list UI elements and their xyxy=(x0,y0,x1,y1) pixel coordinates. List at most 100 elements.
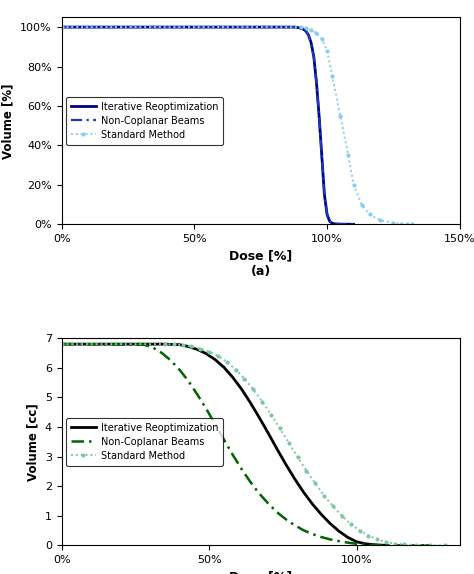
Iterative Reoptimization xyxy=(194,346,200,353)
Line: Iterative Reoptimization: Iterative Reoptimization xyxy=(62,344,386,545)
Standard Method xyxy=(59,24,64,30)
Non-Coplanar Beams xyxy=(345,539,351,546)
Iterative Reoptimization xyxy=(292,475,298,482)
Standard Method xyxy=(351,181,356,188)
Standard Method xyxy=(59,341,64,348)
Iterative Reoptimization xyxy=(372,541,377,548)
Iterative Reoptimization xyxy=(303,28,309,34)
Legend: Iterative Reoptimization, Non-Coplanar Beams, Standard Method: Iterative Reoptimization, Non-Coplanar B… xyxy=(66,97,223,145)
Iterative Reoptimization xyxy=(292,24,298,30)
Non-Coplanar Beams xyxy=(59,24,64,30)
Iterative Reoptimization xyxy=(337,220,343,227)
Line: Standard Method: Standard Method xyxy=(60,26,413,226)
Iterative Reoptimization xyxy=(162,341,168,348)
Iterative Reoptimization xyxy=(329,220,335,227)
Non-Coplanar Beams xyxy=(221,436,227,443)
Non-Coplanar Beams xyxy=(212,421,218,428)
X-axis label: Dose [%]
(b): Dose [%] (b) xyxy=(229,571,292,574)
Non-Coplanar Beams xyxy=(283,516,289,523)
Standard Method xyxy=(365,532,371,539)
Standard Method xyxy=(319,36,325,42)
Iterative Reoptimization xyxy=(363,540,368,547)
Standard Method xyxy=(312,480,318,487)
Iterative Reoptimization xyxy=(221,364,227,371)
Non-Coplanar Beams xyxy=(319,534,324,541)
Non-Coplanar Beams xyxy=(398,542,404,549)
Iterative Reoptimization xyxy=(383,542,389,549)
Standard Method xyxy=(286,439,292,446)
Non-Coplanar Beams xyxy=(319,152,325,159)
Iterative Reoptimization xyxy=(336,528,342,534)
Standard Method xyxy=(197,345,203,352)
Non-Coplanar Beams xyxy=(265,500,271,507)
Standard Method xyxy=(298,24,303,30)
Non-Coplanar Beams xyxy=(306,32,311,38)
Non-Coplanar Beams xyxy=(203,405,209,412)
Non-Coplanar Beams xyxy=(327,218,333,225)
Non-Coplanar Beams xyxy=(239,466,245,472)
Standard Method xyxy=(171,341,176,348)
Iterative Reoptimization xyxy=(177,342,182,348)
Non-Coplanar Beams xyxy=(363,541,368,548)
Iterative Reoptimization xyxy=(377,542,383,549)
Y-axis label: Volume [cc]: Volume [cc] xyxy=(26,403,39,480)
Standard Method xyxy=(367,211,373,218)
Non-Coplanar Beams xyxy=(303,28,309,34)
Standard Method xyxy=(314,29,319,36)
Iterative Reoptimization xyxy=(345,534,351,541)
Standard Method xyxy=(399,220,404,227)
Standard Method xyxy=(409,221,415,228)
Iterative Reoptimization xyxy=(274,445,280,452)
Iterative Reoptimization xyxy=(316,113,322,119)
Non-Coplanar Beams xyxy=(59,341,64,348)
Standard Method xyxy=(162,341,168,348)
Iterative Reoptimization xyxy=(230,374,236,381)
Iterative Reoptimization xyxy=(59,24,64,30)
Line: Iterative Reoptimization: Iterative Reoptimization xyxy=(62,27,354,224)
Line: Non-Coplanar Beams: Non-Coplanar Beams xyxy=(62,27,354,224)
Iterative Reoptimization xyxy=(314,79,319,86)
Non-Coplanar Beams xyxy=(301,527,306,534)
Line: Non-Coplanar Beams: Non-Coplanar Beams xyxy=(62,344,430,545)
Standard Method xyxy=(233,366,238,373)
Non-Coplanar Beams xyxy=(310,530,315,537)
Iterative Reoptimization xyxy=(256,414,262,421)
Standard Method xyxy=(413,541,419,548)
Non-Coplanar Beams xyxy=(292,24,298,30)
Standard Method xyxy=(329,73,335,80)
Non-Coplanar Beams xyxy=(298,25,303,32)
Non-Coplanar Beams xyxy=(413,542,419,549)
Standard Method xyxy=(401,541,407,548)
Iterative Reoptimization xyxy=(354,538,359,545)
Non-Coplanar Beams xyxy=(186,378,191,385)
Y-axis label: Volume [%]: Volume [%] xyxy=(2,83,15,158)
Non-Coplanar Beams xyxy=(274,509,280,515)
Non-Coplanar Beams xyxy=(168,357,173,364)
Iterative Reoptimization xyxy=(319,152,325,159)
Standard Method xyxy=(215,352,221,359)
Non-Coplanar Beams xyxy=(194,391,200,398)
Non-Coplanar Beams xyxy=(428,542,433,549)
Legend: Iterative Reoptimization, Non-Coplanar Beams, Standard Method: Iterative Reoptimization, Non-Coplanar B… xyxy=(66,418,223,466)
Iterative Reoptimization xyxy=(332,220,338,227)
Non-Coplanar Beams xyxy=(177,366,182,373)
Standard Method xyxy=(374,536,380,543)
Non-Coplanar Beams xyxy=(247,479,253,486)
Standard Method xyxy=(339,512,345,519)
Non-Coplanar Beams xyxy=(336,538,342,545)
Standard Method xyxy=(356,527,362,534)
Iterative Reoptimization xyxy=(319,511,324,518)
Iterative Reoptimization xyxy=(327,520,333,527)
Iterative Reoptimization xyxy=(351,221,356,228)
Iterative Reoptimization xyxy=(186,343,191,350)
Standard Method xyxy=(346,152,351,159)
Standard Method xyxy=(250,386,256,393)
Non-Coplanar Beams xyxy=(230,451,236,458)
Non-Coplanar Beams xyxy=(141,342,147,348)
Iterative Reoptimization xyxy=(59,341,64,348)
Standard Method xyxy=(295,453,301,460)
Non-Coplanar Beams xyxy=(329,220,335,227)
Non-Coplanar Beams xyxy=(256,490,262,497)
Standard Method xyxy=(391,219,396,226)
Non-Coplanar Beams xyxy=(351,221,356,228)
